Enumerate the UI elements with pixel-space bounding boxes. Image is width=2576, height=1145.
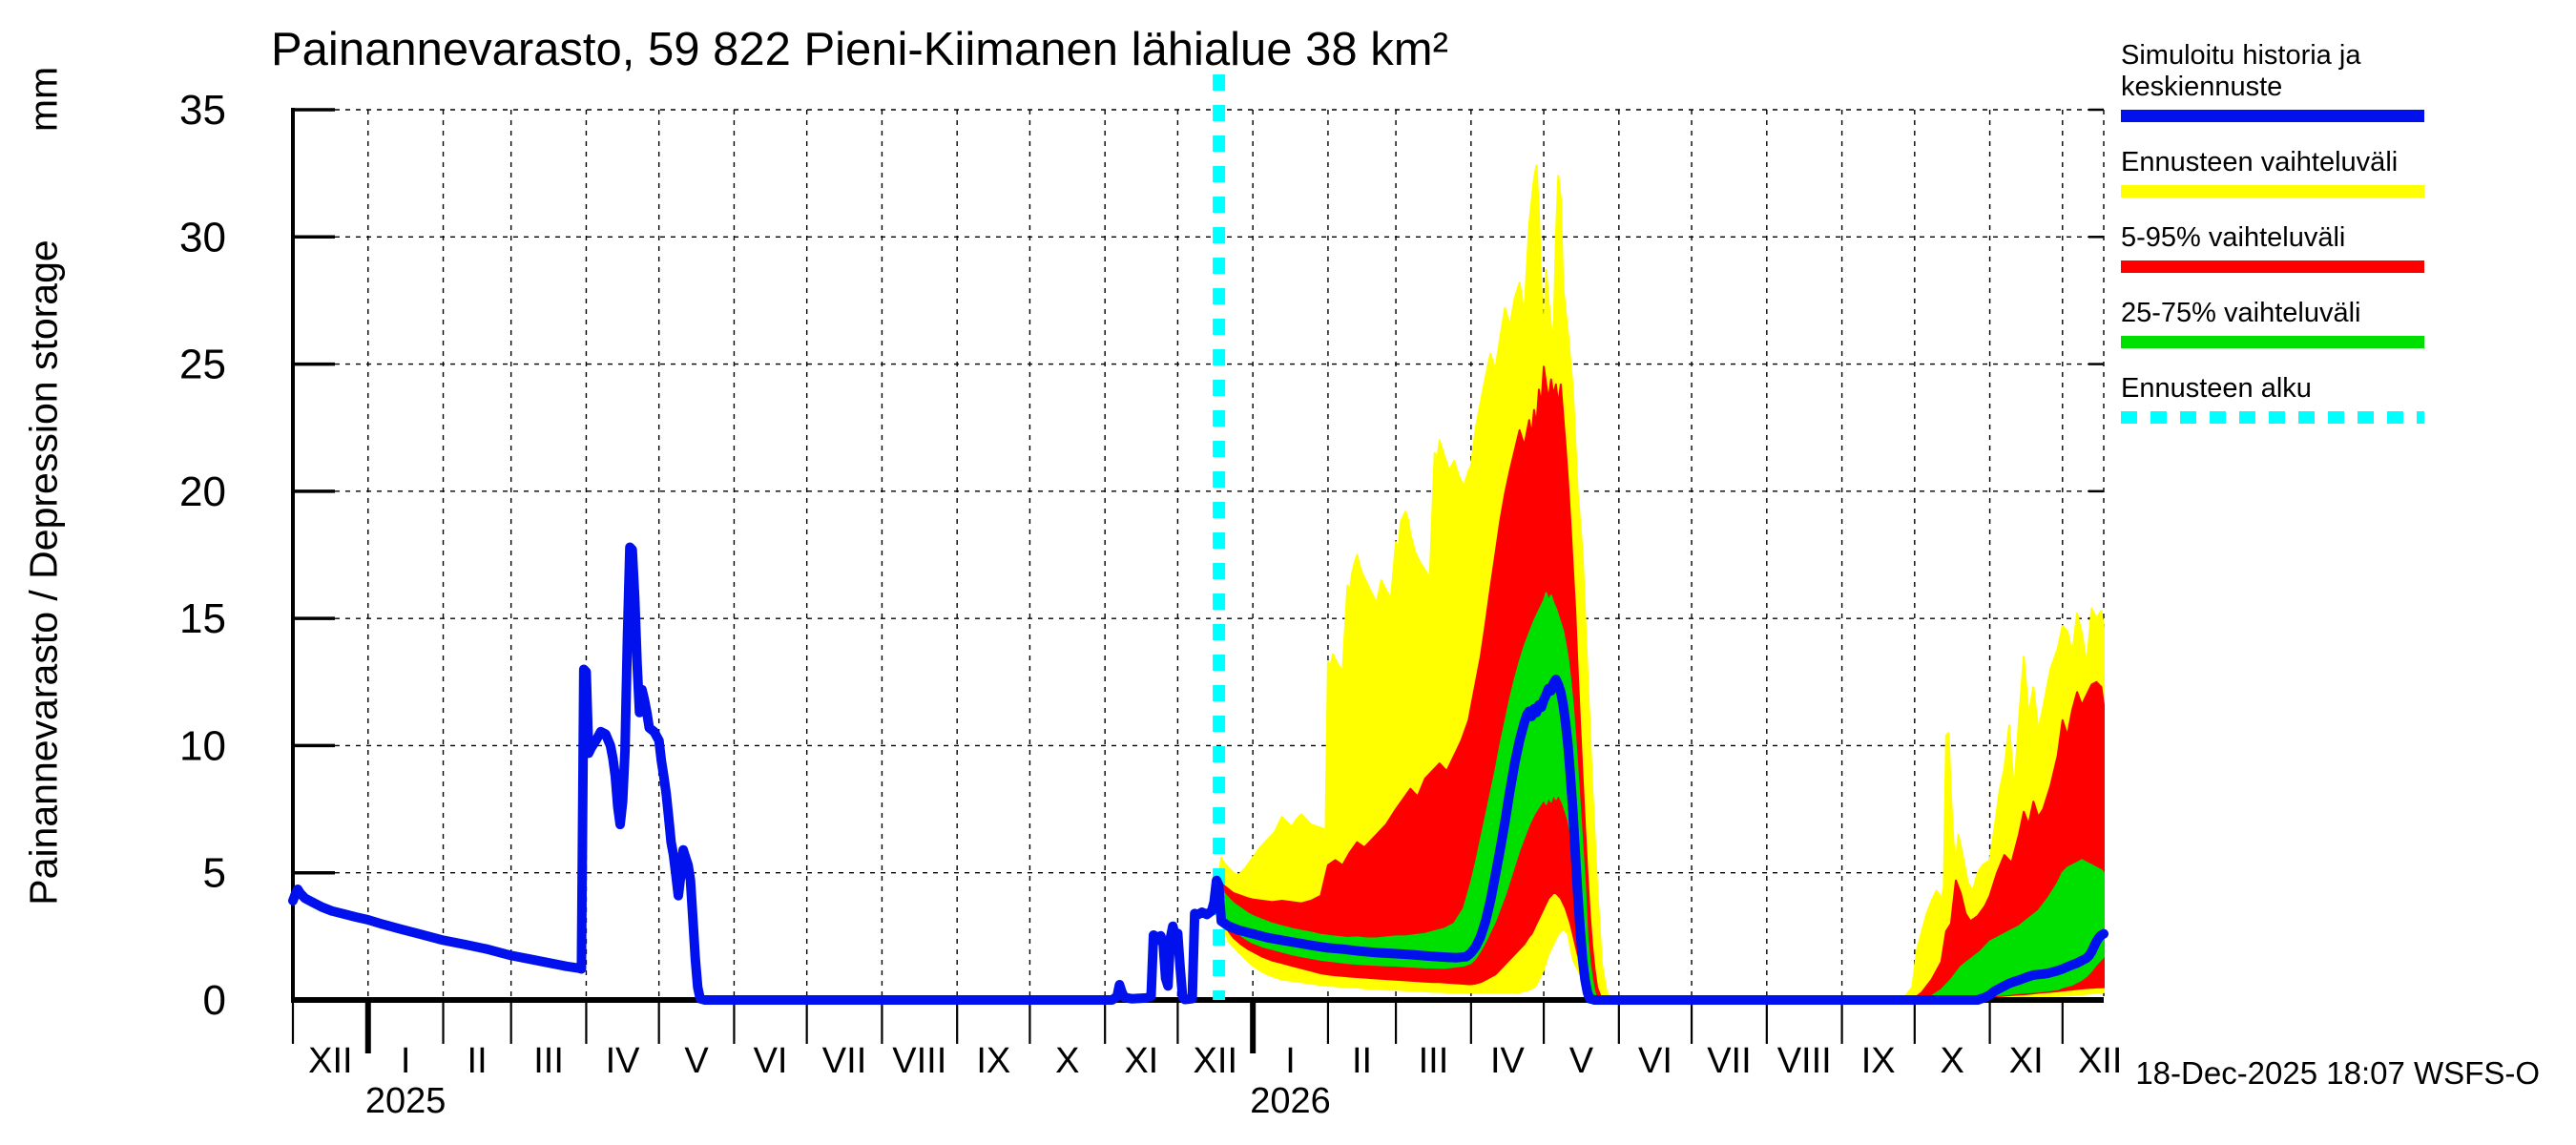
x-month-label: VIII — [892, 1041, 946, 1081]
legend-swatch-cyan-icon — [2121, 411, 2424, 424]
x-month-label: X — [1055, 1041, 1079, 1081]
x-month-label: III — [533, 1041, 564, 1081]
band-green — [1217, 592, 2105, 1001]
x-month-label: II — [1352, 1041, 1372, 1081]
x-month-label: XII — [308, 1041, 352, 1081]
x-month-label: I — [1285, 1041, 1296, 1081]
legend-swatch-blue-icon — [2121, 110, 2424, 122]
x-month-label: V — [1569, 1041, 1594, 1081]
simulated-history-line — [288, 542, 1224, 1005]
y-tick-label: 5 — [203, 850, 226, 897]
x-year-label: 2025 — [365, 1081, 447, 1121]
timestamp: 18-Dec-2025 18:07 WSFS-O — [2135, 1055, 2540, 1091]
y-tick-label: 10 — [179, 722, 226, 769]
forecast-median-line — [1214, 675, 2109, 1005]
x-month-label: VI — [754, 1041, 788, 1081]
x-month-label: IX — [976, 1041, 1010, 1081]
x-month-label: VI — [1638, 1041, 1672, 1081]
x-month-label: IV — [1490, 1041, 1526, 1081]
x-month-label: VIII — [1777, 1041, 1832, 1081]
y-tick-label: 15 — [179, 595, 226, 642]
x-month-label: XII — [2078, 1041, 2122, 1081]
x-month-label: XII — [1194, 1041, 1237, 1081]
legend: Simuloitu historia ja keskiennuste Ennust… — [2121, 40, 2424, 448]
x-month-label: I — [401, 1041, 411, 1081]
x-month-label: III — [1419, 1041, 1449, 1081]
y-tick-label: 20 — [179, 468, 226, 515]
x-month-label: VII — [1707, 1041, 1751, 1081]
legend-item-green: 25-75% vaihteluväli — [2121, 298, 2424, 348]
legend-swatch-red-icon — [2121, 260, 2424, 273]
x-month-label: VII — [822, 1041, 866, 1081]
x-year-label: 2026 — [1250, 1081, 1331, 1121]
x-month-label: X — [1941, 1041, 1964, 1081]
legend-label: 25-75% vaihteluväli — [2121, 298, 2361, 328]
x-month-label: V — [684, 1041, 709, 1081]
legend-label: Ennusteen vaihteluväli — [2121, 147, 2399, 177]
chart-title: Painannevarasto, 59 822 Pieni-Kiimanen l… — [271, 24, 1448, 75]
legend-label: Ennusteen alku — [2121, 373, 2312, 404]
legend-swatch-yellow-icon — [2121, 185, 2424, 198]
legend-item-red: 5-95% vaihteluväli — [2121, 222, 2424, 273]
legend-item-blue: Simuloitu historia ja keskiennuste — [2121, 40, 2424, 122]
legend-label: 5-95% vaihteluväli — [2121, 222, 2346, 253]
legend-label: Simuloitu historia ja keskiennuste — [2121, 40, 2361, 102]
y-tick-label: 0 — [203, 977, 226, 1024]
y-tick-label: 30 — [179, 214, 226, 260]
x-month-label: II — [467, 1041, 488, 1081]
x-month-label: IV — [606, 1041, 641, 1081]
x-month-label: XI — [1124, 1041, 1158, 1081]
x-month-label: IX — [1861, 1041, 1896, 1081]
y-tick-label: 35 — [179, 87, 226, 134]
legend-item-yellow: Ennusteen vaihteluväli — [2121, 147, 2424, 198]
band-red — [1217, 365, 2105, 1001]
legend-swatch-green-icon — [2121, 336, 2424, 348]
y-tick-label: 25 — [179, 342, 226, 388]
legend-item-cyan: Ennusteen alku — [2121, 373, 2424, 424]
x-month-label: XI — [2009, 1041, 2044, 1081]
